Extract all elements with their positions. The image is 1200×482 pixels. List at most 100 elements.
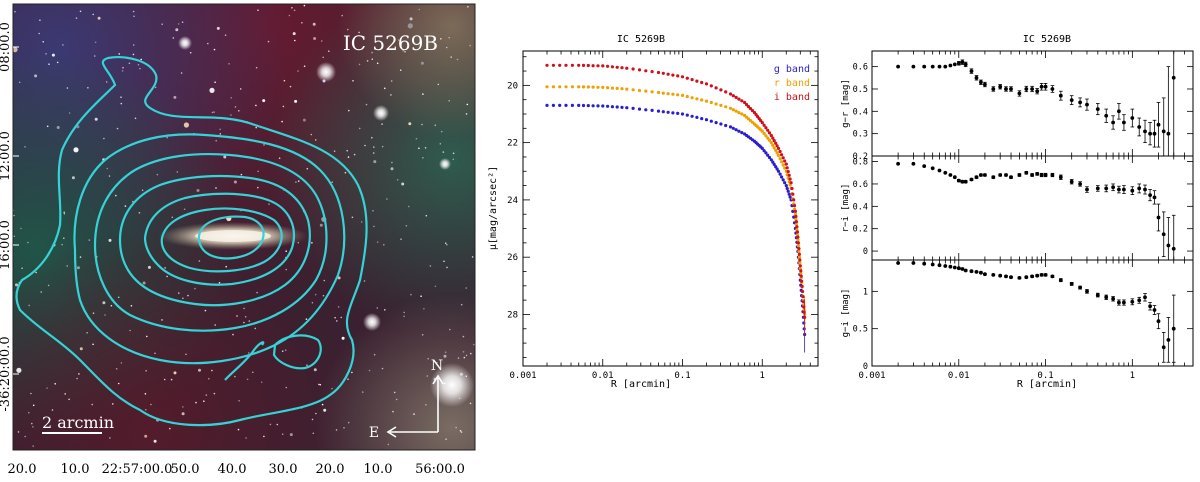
data-point [620,87,624,91]
data-point [948,63,953,68]
star [328,50,330,52]
data-point [650,90,654,94]
star [443,260,445,263]
data-point [1104,295,1109,300]
data-point [551,63,556,67]
data-point [690,114,694,118]
data-point [581,63,586,67]
star [282,105,285,108]
star [51,53,55,57]
data-point [656,70,661,75]
data-point [1009,175,1013,180]
data-point [794,214,798,219]
star [170,378,173,381]
star [281,433,284,436]
data-point [1050,274,1055,279]
star [118,53,120,55]
star [132,10,135,13]
star [20,227,22,230]
data-point [979,173,983,177]
star [336,320,338,322]
data-point [724,90,728,94]
data-point [796,244,801,248]
star [138,212,141,214]
star [303,65,306,67]
data-point [776,169,781,173]
contour-level-1 [15,56,368,427]
data-point [769,158,773,162]
data-point [1137,298,1142,303]
data-point [671,92,675,96]
data-point [948,173,953,177]
star [469,402,472,405]
data-point [1111,120,1115,125]
hi-contours [15,56,368,427]
star [323,408,327,412]
star [358,63,361,66]
star [62,44,64,46]
y-tick-label: 0 [863,362,868,372]
data-point [644,69,648,73]
star [281,120,283,123]
star [35,271,37,274]
data-point [1035,273,1040,278]
star [408,122,412,126]
star [426,375,429,377]
data-point [564,103,568,107]
star [425,214,428,217]
data-point [734,95,738,99]
data-point [596,104,600,108]
star [164,267,166,269]
data-point [1095,293,1100,297]
data-point [551,103,556,107]
data-point [991,87,996,91]
data-point [1152,131,1157,136]
data-point [797,247,801,251]
data-point [762,131,766,136]
data-point [788,195,792,199]
star [243,321,245,324]
star [166,275,168,278]
data-point [791,192,795,196]
star [460,303,463,306]
star [445,438,447,441]
data-point [1166,338,1171,342]
color-subplot: 0.2 0.3 0.4 0.5 0.6g−r [mag] [841,50,1194,162]
star [421,123,423,126]
data-point [778,172,782,176]
data-point [1039,173,1044,177]
star [450,56,453,58]
data-point [601,85,605,89]
data-point [570,103,575,107]
data-point [960,267,965,271]
data-point [631,106,635,110]
star [440,130,443,133]
star [452,152,455,155]
star [448,100,451,102]
star [289,85,292,88]
data-point [620,105,624,109]
data-point [606,64,610,68]
star [211,111,214,114]
star [344,171,347,174]
data-point [796,235,800,239]
star [341,336,345,340]
star [24,435,27,438]
data-point [791,209,795,213]
data-point [780,175,784,179]
star [73,147,79,153]
data-point [676,74,680,78]
data-point [775,167,779,171]
star [64,393,66,395]
star [21,267,23,270]
star [236,315,238,317]
star [373,353,376,356]
star [319,223,323,227]
data-point [1137,186,1142,191]
data-point [551,85,556,89]
star [407,205,410,208]
star [347,156,350,158]
data-point [610,105,615,109]
data-point [802,327,806,331]
star [331,181,334,183]
